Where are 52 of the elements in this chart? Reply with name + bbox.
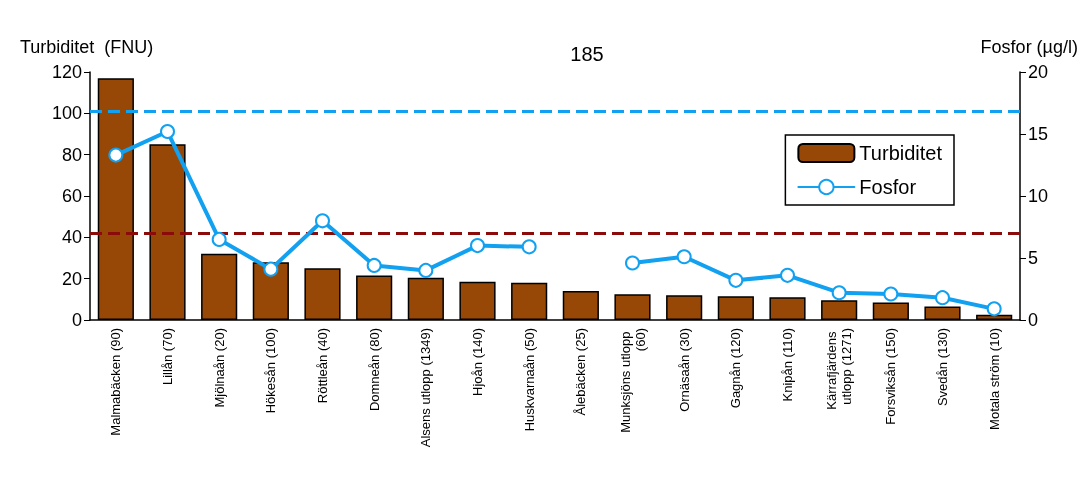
- x-tick-label: Munksjöns utlopp (60): [617, 328, 648, 433]
- x-tick-label: Knipån (110): [780, 328, 795, 402]
- point: [418, 262, 434, 278]
- x-tick-label: Hjoån (140): [470, 328, 485, 396]
- x-tick-label: Malmabäcken (90): [108, 328, 124, 436]
- y-tick-label: 40: [61, 227, 82, 248]
- point: [211, 231, 227, 247]
- y2-tick-label: 20: [1028, 62, 1049, 82]
- x-tick-label: Kärrafjärdens utlopp (1271): [824, 328, 855, 410]
- x-tick-label: Hökesån (100): [263, 328, 279, 414]
- point: [366, 257, 382, 273]
- point: [883, 286, 899, 302]
- point: [676, 249, 692, 265]
- y-tick-label: 60: [61, 186, 82, 206]
- y-tick-label: 80: [61, 144, 82, 165]
- y-tick-label: 100: [51, 103, 82, 124]
- y2-axis-title: Fosfor (µg/l): [980, 37, 1078, 57]
- point: [108, 147, 124, 163]
- x-tick-label: Ornäsaån (30): [676, 328, 692, 412]
- x-tick-label: Ålebäcken (25): [573, 328, 589, 416]
- y2-tick-label: 15: [1028, 124, 1049, 144]
- y-axis-title: Turbiditet (FNU): [20, 37, 154, 57]
- point: [831, 285, 847, 301]
- x-tick-label: Forsviksån (150): [883, 328, 899, 425]
- point: [160, 124, 175, 140]
- x-tick-label: Svedån (130): [935, 328, 950, 407]
- point: [315, 213, 330, 229]
- y-tick-label: 0: [71, 310, 82, 330]
- legend-label: Turbiditet: [859, 142, 943, 164]
- point: [263, 261, 279, 277]
- point: [780, 267, 795, 283]
- x-tick-label: Alsens utlopp (1349): [418, 328, 434, 448]
- point: [521, 239, 537, 255]
- point: [728, 272, 744, 288]
- x-tick-label: Domneån (80): [366, 328, 382, 412]
- x-tick-label: Röttleån (40): [315, 328, 330, 404]
- x-tick-label: Lillån (70): [160, 328, 175, 386]
- legend-label: Fosfor: [859, 176, 917, 198]
- point: [986, 301, 1002, 317]
- point: [625, 255, 640, 271]
- y-tick-label: 20: [61, 268, 82, 289]
- x-tick-label: Huskvarnaån (50): [521, 328, 537, 432]
- x-tick-label: Motala ström (10): [986, 328, 1002, 430]
- y2-tick-label: 10: [1028, 186, 1049, 206]
- point: [470, 238, 485, 254]
- y-tick-label: 120: [51, 62, 82, 82]
- x-tick-label: Gagnån (120): [728, 328, 744, 409]
- point: [935, 290, 950, 306]
- text: 185: [570, 43, 604, 65]
- x-tick-label: Mjölnaån (20): [211, 328, 227, 408]
- y2-tick-label: 0: [1028, 310, 1039, 330]
- y2-tick-label: 5: [1028, 248, 1039, 268]
